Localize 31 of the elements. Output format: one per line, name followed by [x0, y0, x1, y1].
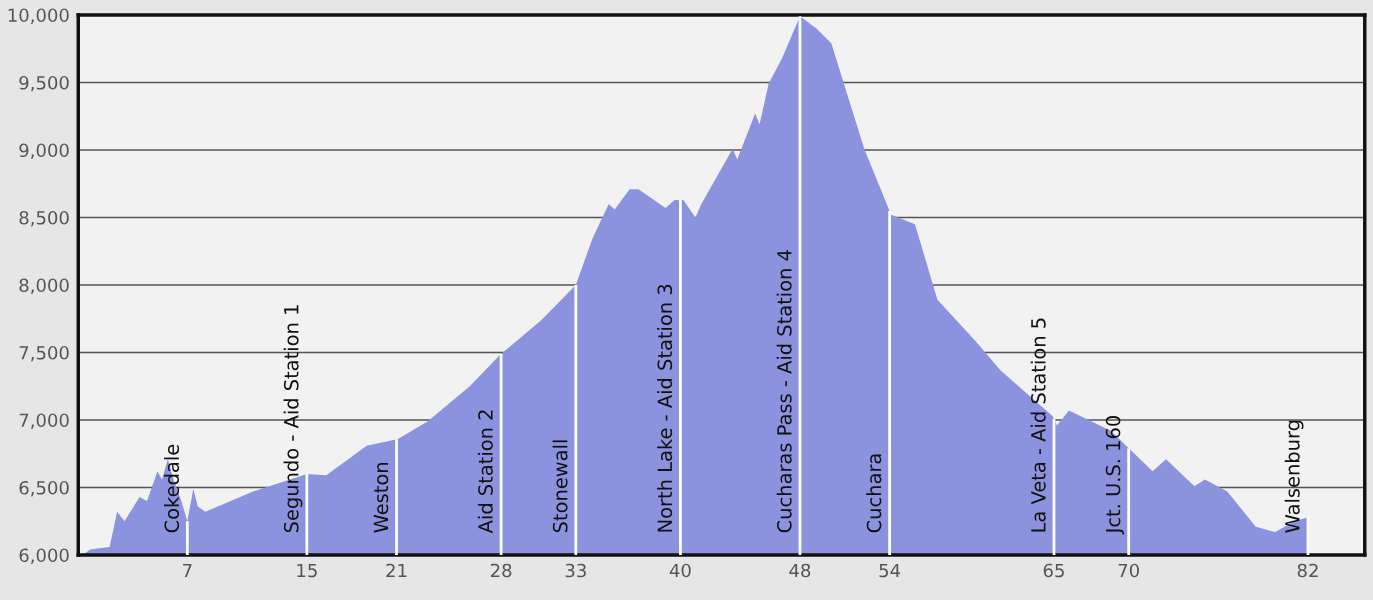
y-tick-label: 10,000: [8, 8, 69, 24]
ref-line-label: North Lake - Aid Station 3: [657, 284, 673, 532]
x-tick-label: 54: [879, 563, 901, 578]
x-tick-label: 28: [490, 563, 512, 578]
ref-line-label: Weston: [373, 463, 389, 533]
ref-line-label: Walsenburg: [1284, 420, 1304, 533]
ref-line-label: Aid Station 2: [477, 410, 493, 534]
x-tick-label: 40: [669, 563, 691, 578]
x-tick-label: 7: [183, 563, 192, 578]
y-tick-label: 9,500: [19, 75, 69, 92]
ref-line-label: Cuchara: [866, 454, 882, 533]
x-tick-label: 21: [386, 563, 407, 578]
y-tick-label: 9,000: [19, 143, 69, 159]
ref-line-label: La Veta - Aid Station 5: [1030, 318, 1046, 532]
ref-line-label: Cucharas Pass - Aid Station 4: [776, 250, 792, 533]
ref-line-label: Cokedale: [164, 444, 180, 533]
y-tick-label: 7,000: [19, 413, 69, 429]
x-tick-label: 82: [1297, 563, 1318, 578]
y-tick-label: 6,000: [19, 548, 69, 564]
ref-line-label: Stonewall: [552, 440, 568, 533]
ref-line-label: Jct. U.S. 160: [1105, 416, 1125, 535]
x-tick-label: 70: [1118, 563, 1139, 578]
y-tick-label: 6,500: [19, 480, 69, 497]
y-tick-label: 8,000: [19, 278, 69, 294]
x-tick-label: 15: [297, 563, 317, 578]
ref-line-label: Segundo - Aid Station 1: [283, 305, 303, 533]
y-tick-label: 7,500: [19, 345, 69, 362]
x-tick-label: 65: [1043, 563, 1064, 578]
x-tick-label: 33: [565, 563, 586, 578]
x-tick-label: 48: [789, 563, 811, 578]
y-tick-label: 8,500: [19, 210, 69, 227]
